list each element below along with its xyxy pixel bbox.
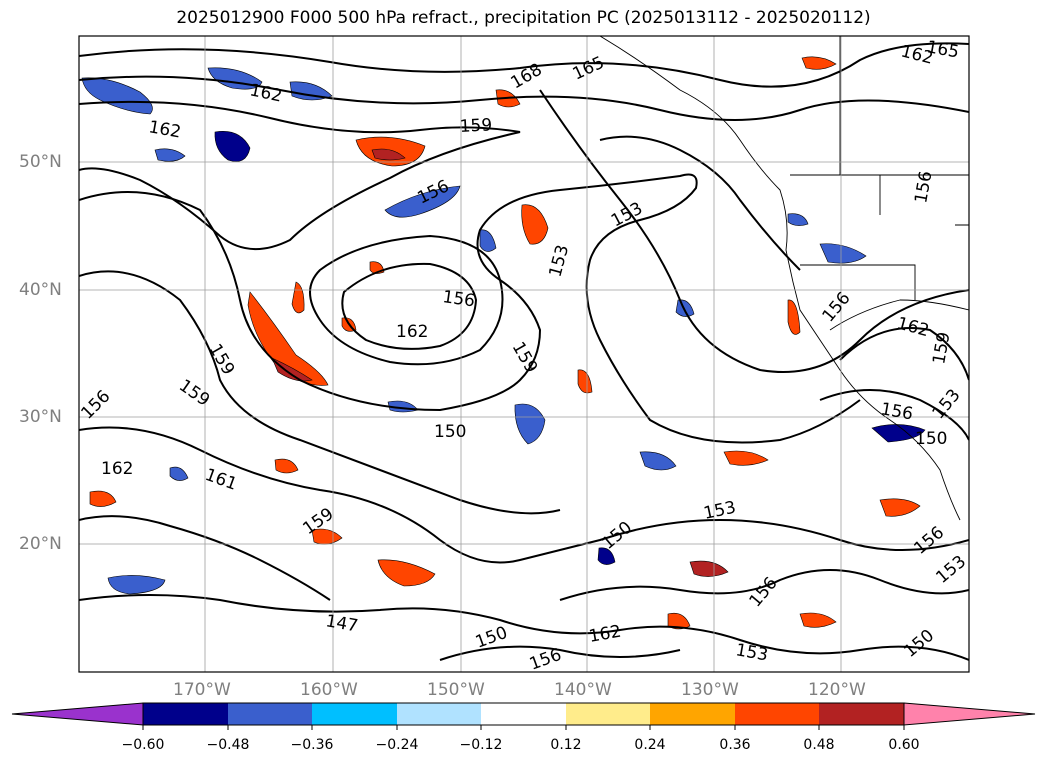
contour-label: 150 [915,429,947,449]
neg-patch [639,451,677,471]
neg-patch [107,575,166,595]
neg-patch [289,81,333,101]
lat-label: 40°N [19,280,62,300]
neg-patch [871,424,926,443]
pos-patch [879,498,921,517]
lat-label: 50°N [19,152,62,172]
pos-patch [799,612,837,628]
neg-patch [154,148,186,162]
colorbar-segment [566,703,650,725]
contour-label: 159 [459,115,492,137]
neg-patch [514,403,546,445]
colorbar-outline [142,702,905,726]
colorbar-segment [312,703,397,725]
colorbar-extend-high [903,702,1036,726]
contour-label: 150 [434,422,466,442]
map-frame [78,35,970,673]
colorbar-segment [650,703,735,725]
colorbar-extend-low [11,702,144,726]
pos-patch [689,560,729,577]
neg-patch [81,77,153,115]
pos-patch [377,559,436,587]
pos-patch [371,148,406,161]
colorbar-segment [143,703,228,725]
colorbar-tick-label: −0.36 [290,737,334,753]
coastlines [599,36,969,521]
contour-label: 162 [101,459,133,479]
neg-patch [675,299,695,317]
lon-label: 130°W [681,680,739,700]
lon-label: 160°W [300,680,358,700]
lon-label: 170°W [173,680,231,700]
graticule [79,36,969,672]
map-panel: 165 162 162 162 168 165 159 156 153 153 … [79,36,969,672]
precip-anomaly-patches [81,56,926,630]
pos-patch [577,369,593,394]
colorbar-segment [481,703,566,725]
pos-patch [801,56,837,70]
contour-label: 162 [396,322,428,342]
refractivity-contours [79,42,969,661]
neg-patch [169,466,189,481]
neg-patch [787,213,809,226]
pos-patch [521,204,549,245]
neg-patch [479,229,497,252]
pos-patch [271,357,313,382]
neg-patch [384,185,461,218]
colorbar-segment [397,703,481,725]
colorbar-segment [819,703,904,725]
map-title: 2025012900 F000 500 hPa refract., precip… [176,8,871,28]
colorbar-segment [228,703,312,725]
colorbar-tick-label: −0.48 [206,737,250,753]
colorbar-tick-label: −0.60 [121,737,165,753]
pos-patch [89,490,117,507]
colorbar-tick-label: 0.12 [550,737,582,753]
colorbar-tick-label: 0.24 [634,737,666,753]
neg-patch [214,131,251,162]
colorbar-tick-label: 0.60 [888,737,920,753]
pos-patch [723,450,769,466]
colorbar-tick-label: 0.36 [719,737,751,753]
pos-patch [274,458,299,474]
colorbar [11,702,1036,730]
neg-patch [597,547,616,565]
colorbar-segment [735,703,819,725]
colorbar-tick-label: −0.24 [375,737,419,753]
pos-patch [787,299,801,335]
lat-label: 20°N [19,534,62,554]
lon-label: 150°W [427,680,485,700]
lat-label: 30°N [19,407,62,427]
colorbar-tick-label: −0.12 [459,737,503,753]
lon-label: 120°W [808,680,866,700]
neg-patch [819,243,867,264]
lon-label: 140°W [554,680,612,700]
colorbar-tick-label: 0.48 [803,737,835,753]
contour-label: 156 [441,287,476,311]
